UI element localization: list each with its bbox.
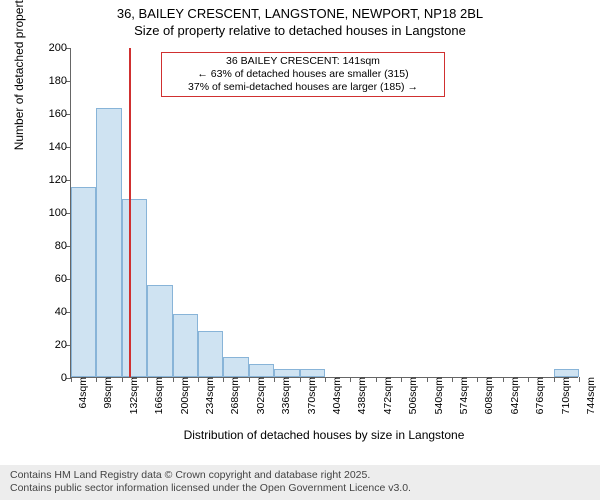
x-tick-mark xyxy=(452,377,453,382)
x-tick-mark xyxy=(554,377,555,382)
x-tick-label: 64sqm xyxy=(75,377,89,409)
chart-title-line2: Size of property relative to detached ho… xyxy=(0,23,600,38)
x-tick-mark xyxy=(198,377,199,382)
x-tick-mark xyxy=(350,377,351,382)
x-tick-mark xyxy=(528,377,529,382)
x-tick-mark xyxy=(223,377,224,382)
x-tick-label: 676sqm xyxy=(532,377,546,414)
x-tick-mark xyxy=(579,377,580,382)
annotation-box: 36 BAILEY CRESCENT: 141sqm ← 63% of deta… xyxy=(161,52,445,97)
x-tick-label: 336sqm xyxy=(278,377,292,414)
x-axis-label: Distribution of detached houses by size … xyxy=(70,428,578,442)
y-tick-label: 0 xyxy=(61,372,71,384)
x-tick-label: 302sqm xyxy=(253,377,267,414)
y-tick-label: 40 xyxy=(55,306,71,318)
y-tick-label: 160 xyxy=(49,108,71,120)
x-tick-label: 438sqm xyxy=(354,377,368,414)
histogram-bar xyxy=(96,108,121,377)
y-tick-label: 60 xyxy=(55,273,71,285)
x-tick-label: 472sqm xyxy=(380,377,394,414)
histogram-bar xyxy=(147,285,172,377)
x-tick-mark xyxy=(71,377,72,382)
x-tick-mark xyxy=(274,377,275,382)
x-tick-label: 132sqm xyxy=(126,377,140,414)
x-tick-mark xyxy=(477,377,478,382)
y-tick-label: 80 xyxy=(55,240,71,252)
x-tick-label: 540sqm xyxy=(431,377,445,414)
x-tick-label: 200sqm xyxy=(177,377,191,414)
x-tick-label: 404sqm xyxy=(329,377,343,414)
chart-title-line1: 36, BAILEY CRESCENT, LANGSTONE, NEWPORT,… xyxy=(0,6,600,21)
x-tick-mark xyxy=(300,377,301,382)
x-tick-mark xyxy=(96,377,97,382)
x-tick-mark xyxy=(147,377,148,382)
x-tick-mark xyxy=(376,377,377,382)
x-tick-label: 574sqm xyxy=(456,377,470,414)
annotation-line3: 37% of semi-detached houses are larger (… xyxy=(168,81,438,94)
y-tick-label: 180 xyxy=(49,75,71,87)
footer: Contains HM Land Registry data © Crown c… xyxy=(0,465,600,500)
x-tick-label: 710sqm xyxy=(558,377,572,414)
y-tick-label: 200 xyxy=(49,42,71,54)
x-tick-label: 98sqm xyxy=(100,377,114,409)
x-tick-mark xyxy=(325,377,326,382)
x-tick-label: 268sqm xyxy=(227,377,241,414)
y-axis-label: Number of detached properties xyxy=(12,0,26,150)
histogram-bar xyxy=(554,369,579,377)
y-tick-label: 140 xyxy=(49,141,71,153)
chart-title-block: 36, BAILEY CRESCENT, LANGSTONE, NEWPORT,… xyxy=(0,0,600,38)
chart-container: Number of detached properties 36 BAILEY … xyxy=(48,48,578,418)
histogram-bar xyxy=(249,364,274,377)
x-tick-label: 370sqm xyxy=(304,377,318,414)
histogram-bar xyxy=(71,187,96,377)
x-tick-mark xyxy=(173,377,174,382)
x-tick-mark xyxy=(401,377,402,382)
reference-line xyxy=(129,48,131,377)
annotation-line2: ← 63% of detached houses are smaller (31… xyxy=(168,68,438,81)
histogram-bar xyxy=(223,357,248,377)
y-tick-label: 120 xyxy=(49,174,71,186)
footer-line2: Contains public sector information licen… xyxy=(10,482,590,496)
x-tick-label: 642sqm xyxy=(507,377,521,414)
x-tick-label: 166sqm xyxy=(151,377,165,414)
x-tick-label: 234sqm xyxy=(202,377,216,414)
histogram-bar xyxy=(274,369,299,377)
x-tick-label: 608sqm xyxy=(481,377,495,414)
y-tick-label: 100 xyxy=(49,207,71,219)
x-tick-mark xyxy=(122,377,123,382)
histogram-bar xyxy=(173,314,198,377)
x-tick-label: 744sqm xyxy=(583,377,597,414)
x-tick-mark xyxy=(503,377,504,382)
x-tick-mark xyxy=(427,377,428,382)
histogram-bar xyxy=(300,369,325,377)
histogram-bar xyxy=(122,199,147,377)
annotation-line1: 36 BAILEY CRESCENT: 141sqm xyxy=(168,55,438,68)
plot-area: 36 BAILEY CRESCENT: 141sqm ← 63% of deta… xyxy=(70,48,578,378)
x-tick-label: 506sqm xyxy=(405,377,419,414)
x-tick-mark xyxy=(249,377,250,382)
histogram-bar xyxy=(198,331,223,377)
footer-line1: Contains HM Land Registry data © Crown c… xyxy=(10,469,590,483)
y-tick-label: 20 xyxy=(55,339,71,351)
